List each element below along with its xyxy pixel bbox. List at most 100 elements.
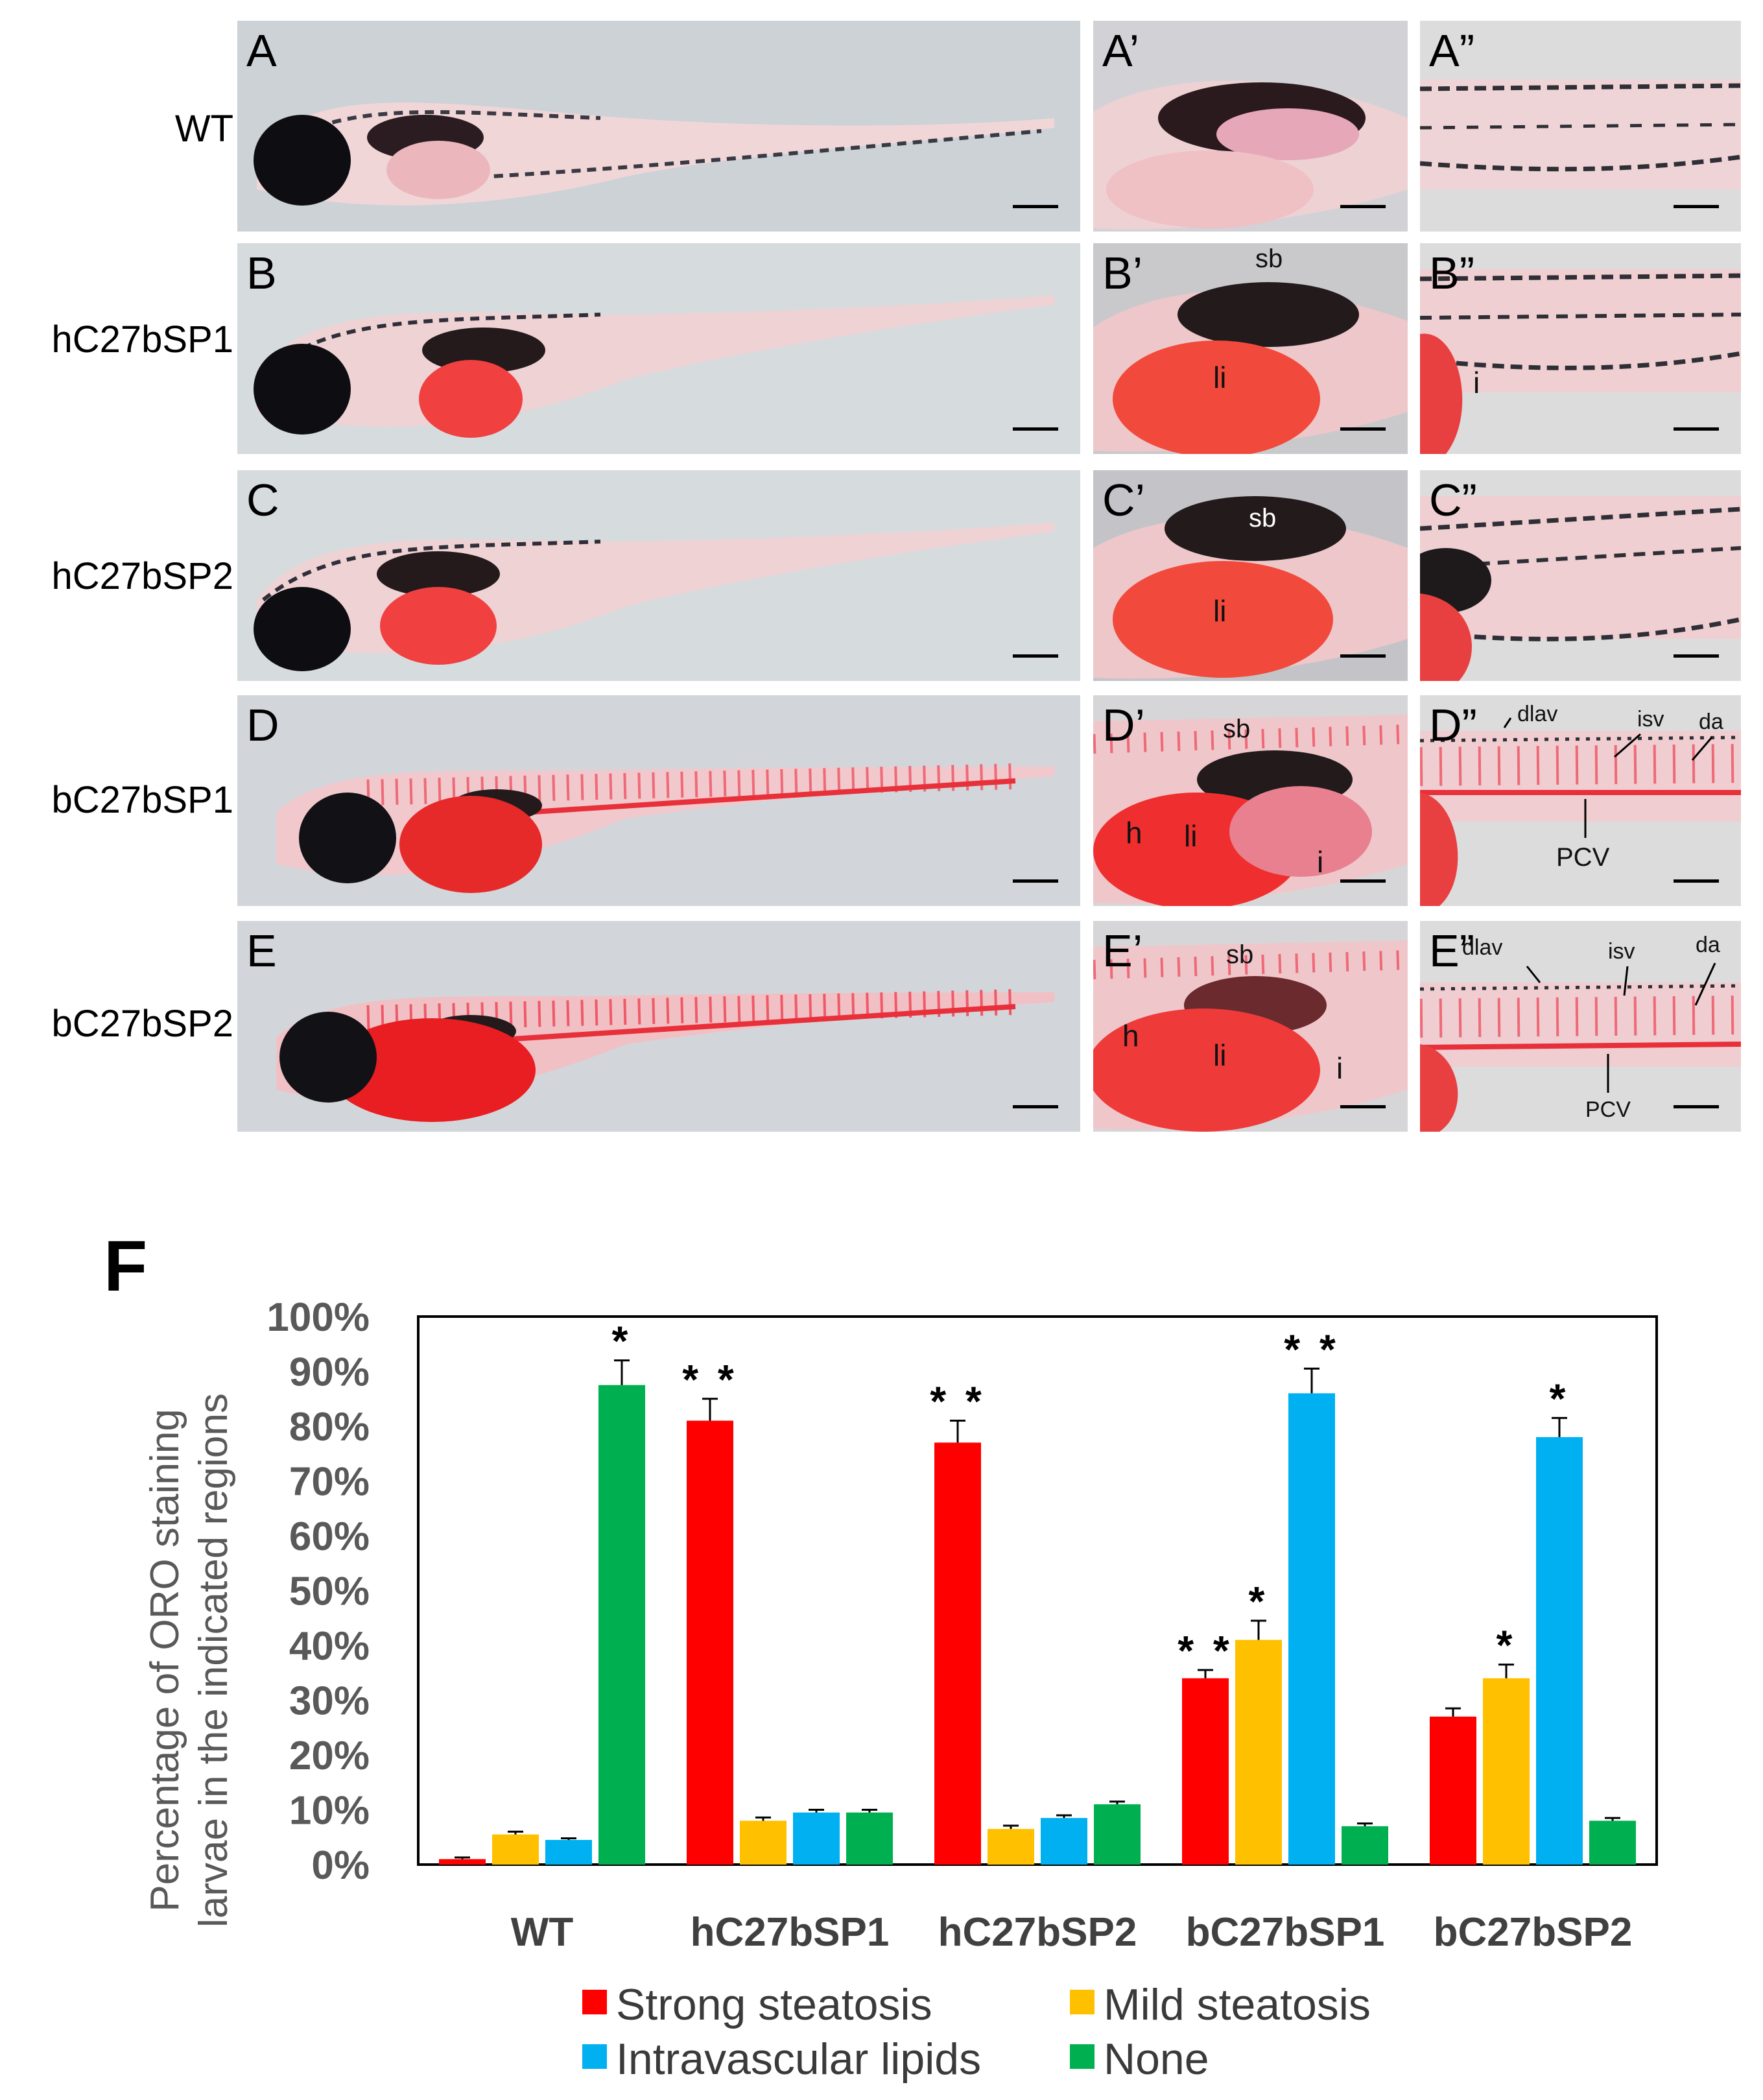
- panel-letter: A’: [1102, 25, 1140, 76]
- annotation-pcv: PCV: [1585, 1097, 1631, 1122]
- bar: [1288, 1393, 1335, 1865]
- bar: [1235, 1640, 1282, 1865]
- panel-letter: D: [246, 700, 279, 750]
- panel-letter-f: F: [104, 1226, 147, 1306]
- bar: [934, 1442, 981, 1865]
- larva-image: [276, 763, 1054, 893]
- tail-closeup-image: [1420, 79, 1741, 189]
- significance-marker: *: [1249, 1578, 1269, 1625]
- annotation-li: li: [1213, 361, 1227, 394]
- significance-marker: *: [1550, 1375, 1570, 1422]
- annotation-i: i: [1473, 366, 1480, 400]
- annotation-li: li: [1213, 594, 1227, 628]
- bar: [1536, 1437, 1583, 1865]
- panel-d-prime: D’ sb h li i: [1093, 695, 1408, 906]
- y-tick-label: 60%: [289, 1514, 370, 1559]
- bar: [687, 1420, 733, 1865]
- bar: [1430, 1716, 1476, 1865]
- scale-bar: [1013, 205, 1058, 208]
- panel-b-double-prime: B” i: [1420, 243, 1741, 454]
- bar: [846, 1812, 893, 1865]
- bar: [1483, 1678, 1530, 1865]
- tail-closeup-image: [1420, 496, 1741, 681]
- panel-d: D: [237, 695, 1080, 906]
- bar: [1342, 1826, 1388, 1865]
- scale-bar: [1340, 427, 1386, 431]
- larva-image: [254, 102, 1054, 206]
- scale-bar: [1340, 654, 1386, 658]
- annotation-sb: sb: [1255, 245, 1283, 273]
- liver-closeup-image: [1093, 940, 1408, 1132]
- scale-bar: [1674, 879, 1719, 883]
- panel-letter: B’: [1102, 248, 1143, 298]
- significance-marker: *: [1497, 1622, 1517, 1669]
- scale-bar: [1013, 654, 1058, 658]
- x-tick-label: hC27bSP2: [938, 1910, 1137, 1955]
- y-tick-label: 30%: [289, 1679, 370, 1724]
- bar: [439, 1859, 486, 1865]
- legend-swatch-mild: [1070, 1990, 1094, 2014]
- panel-a: A: [237, 21, 1080, 232]
- bar: [598, 1385, 645, 1865]
- bar: [492, 1834, 539, 1865]
- bar: [988, 1829, 1034, 1865]
- y-tick-label: 10%: [289, 1789, 370, 1833]
- y-axis-label-line2: larvae in the indicated regions: [191, 1393, 236, 1927]
- bar: [1041, 1818, 1087, 1865]
- row-label-hc27bsp1: hC27bSP1: [51, 318, 233, 361]
- scale-bar: [1674, 654, 1719, 658]
- annotation-dlav: dlav: [1462, 935, 1503, 960]
- scale-bar: [1013, 879, 1058, 883]
- annotation-isv: isv: [1637, 707, 1664, 732]
- annotation-isv: isv: [1608, 939, 1635, 964]
- tail-closeup-image: [1420, 269, 1741, 454]
- significance-marker: * *: [930, 1378, 986, 1425]
- annotation-pcv: PCV: [1556, 843, 1610, 872]
- annotation-li: li: [1213, 1038, 1227, 1072]
- legend-mild-steatosis: Mild steatosis: [1104, 1980, 1371, 2029]
- legend-none: None: [1104, 2034, 1209, 2084]
- annotation-da: da: [1696, 933, 1720, 957]
- panel-d-double-prime: D” dlav isv da PCV: [1420, 695, 1741, 906]
- panel-letter: D”: [1429, 700, 1477, 750]
- liver-closeup-image: [1093, 496, 1408, 679]
- x-tick-label: bC27bSP1: [1186, 1910, 1385, 1955]
- row-label-hc27bsp2: hC27bSP2: [51, 555, 233, 597]
- x-tick-label: hC27bSP1: [691, 1910, 890, 1955]
- arrows: [1526, 962, 1716, 1093]
- bar: [545, 1839, 592, 1865]
- panel-e-double-prime: E” dlav isv da PCV: [1420, 921, 1741, 1132]
- bar: [1182, 1678, 1229, 1865]
- panel-letter: D’: [1102, 700, 1146, 750]
- annotation-i: i: [1336, 1051, 1343, 1085]
- panel-letter: A: [246, 25, 277, 76]
- larva-image: [254, 522, 1054, 671]
- panel-b: B: [237, 243, 1080, 454]
- scale-bar: [1674, 205, 1719, 208]
- significance-marker: * *: [682, 1356, 738, 1403]
- panel-letter: B”: [1429, 248, 1474, 298]
- y-tick-label: 80%: [289, 1405, 370, 1450]
- liver-closeup-image: [1093, 80, 1408, 230]
- annotation-dlav: dlav: [1517, 702, 1558, 726]
- y-axis-label-line1: Percentage of ORO staining: [143, 1409, 187, 1911]
- legend-swatch-strong: [582, 1990, 607, 2014]
- significance-marker: * *: [1177, 1627, 1233, 1674]
- tail-closeup-image: [1420, 983, 1741, 1132]
- bar-chart: F Percentage of ORO staining larvae in t…: [104, 1226, 1658, 1955]
- larva-image: [254, 295, 1054, 438]
- y-tick-label: 20%: [289, 1734, 370, 1778]
- annotation-sb: sb: [1249, 504, 1277, 532]
- y-tick-label: 90%: [289, 1350, 370, 1395]
- annotation-li: li: [1184, 819, 1198, 853]
- row-label-wt: WT: [174, 108, 233, 150]
- scale-bar: [1340, 879, 1386, 883]
- scale-bar: [1340, 1105, 1386, 1108]
- panel-c-prime: C’ sb li: [1093, 470, 1408, 681]
- annotation-sb: sb: [1226, 940, 1254, 969]
- panel-a-double-prime: A”: [1420, 21, 1741, 232]
- y-tick-label: 100%: [266, 1295, 370, 1340]
- significance-marker: * *: [1284, 1326, 1340, 1372]
- legend-swatch-none: [1070, 2044, 1094, 2069]
- scale-bar: [1674, 427, 1719, 431]
